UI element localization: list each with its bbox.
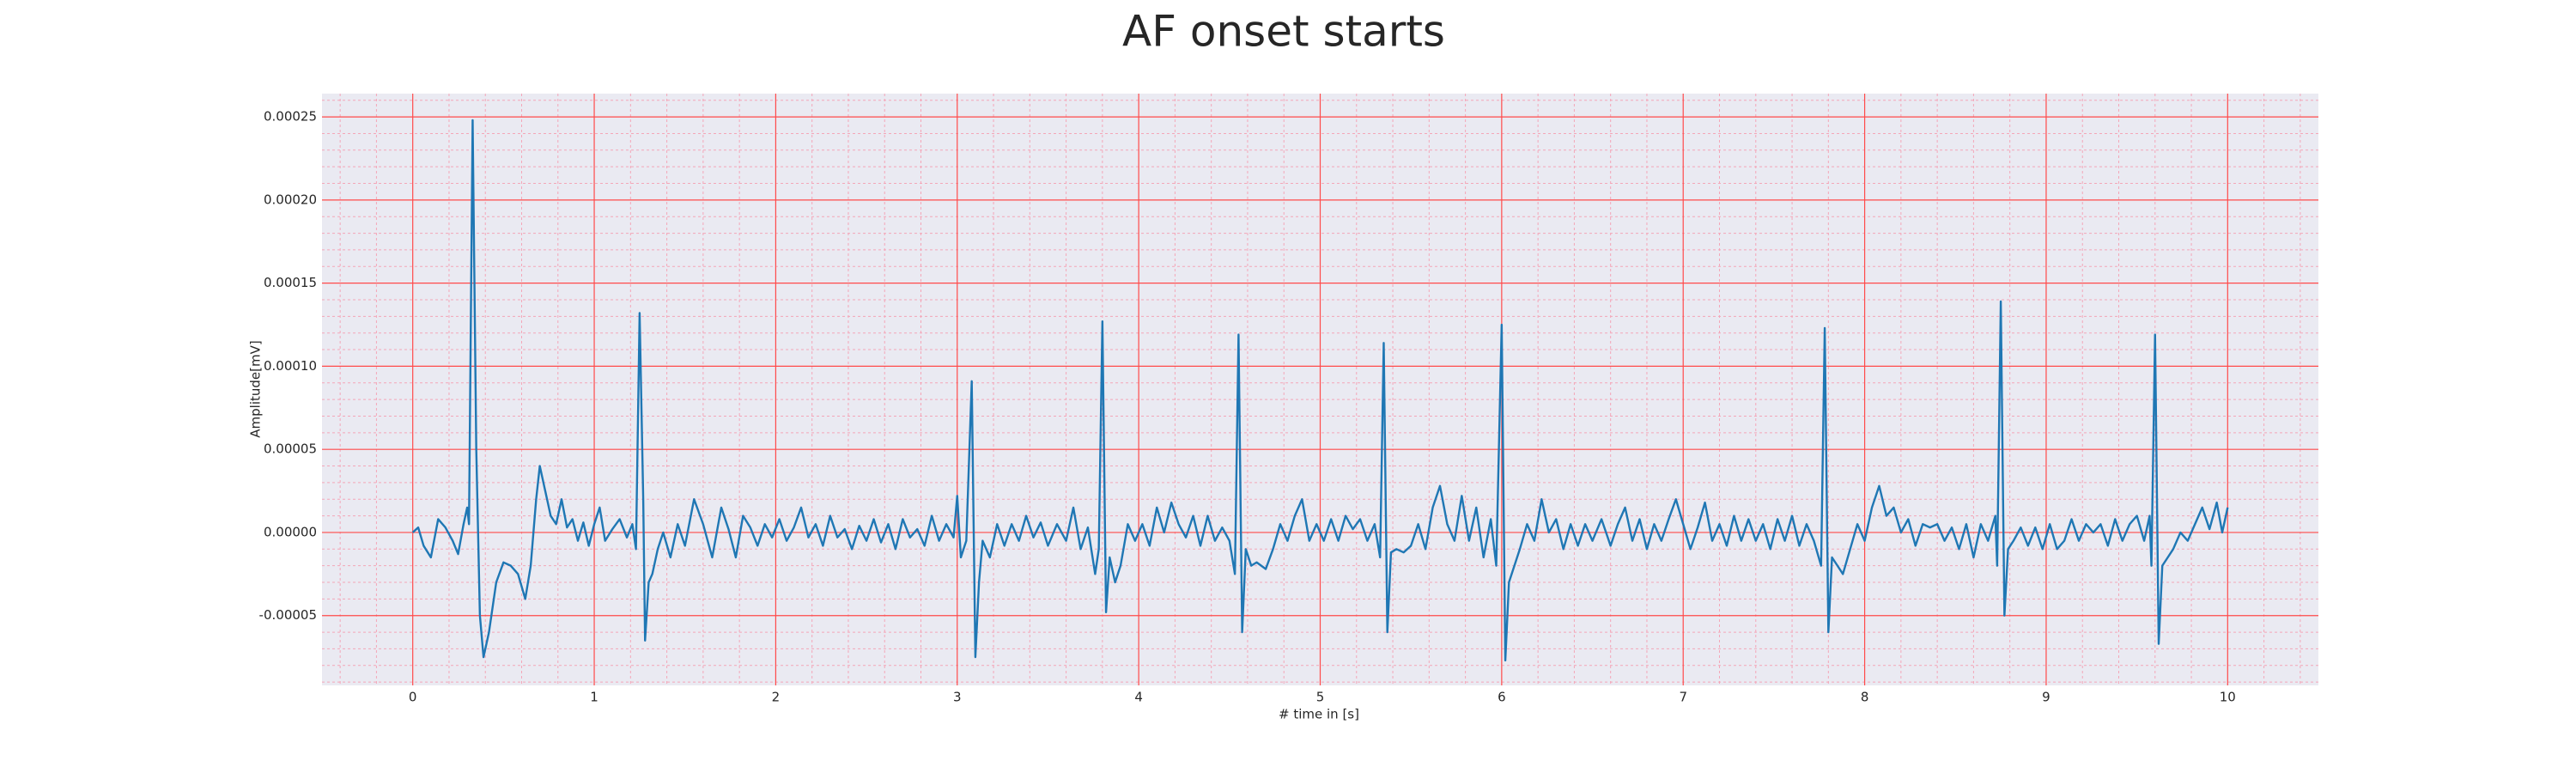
y-tick-label: 0.00025 — [264, 109, 317, 125]
y-tick-label: 0.00000 — [264, 524, 317, 539]
x-tick-label: 5 — [1316, 690, 1325, 705]
x-tick-label: 1 — [590, 690, 598, 705]
x-tick-label: 8 — [1861, 690, 1869, 705]
x-tick-label: 6 — [1498, 690, 1506, 705]
x-tick-label: 3 — [953, 690, 962, 705]
x-tick-label: 0 — [409, 690, 417, 705]
y-axis-label: Amplitude[mV] — [248, 340, 264, 437]
x-tick-label: 7 — [1679, 690, 1687, 705]
chart-title: AF onset starts — [1122, 7, 1445, 57]
y-tick-label: 0.00010 — [264, 358, 317, 374]
x-tick-label: 2 — [772, 690, 781, 705]
x-tick-label: 4 — [1134, 690, 1143, 705]
x-tick-label: 10 — [2220, 690, 2236, 705]
y-tick-label: -0.00005 — [259, 607, 317, 623]
y-tick-label: 0.00015 — [264, 275, 317, 290]
x-axis-label: # time in [s] — [1279, 707, 1359, 722]
x-tick-label: 9 — [2042, 690, 2050, 705]
y-tick-label: 0.00020 — [264, 192, 317, 207]
y-tick-label: 0.00005 — [264, 441, 317, 457]
signal-line — [411, 119, 2229, 662]
